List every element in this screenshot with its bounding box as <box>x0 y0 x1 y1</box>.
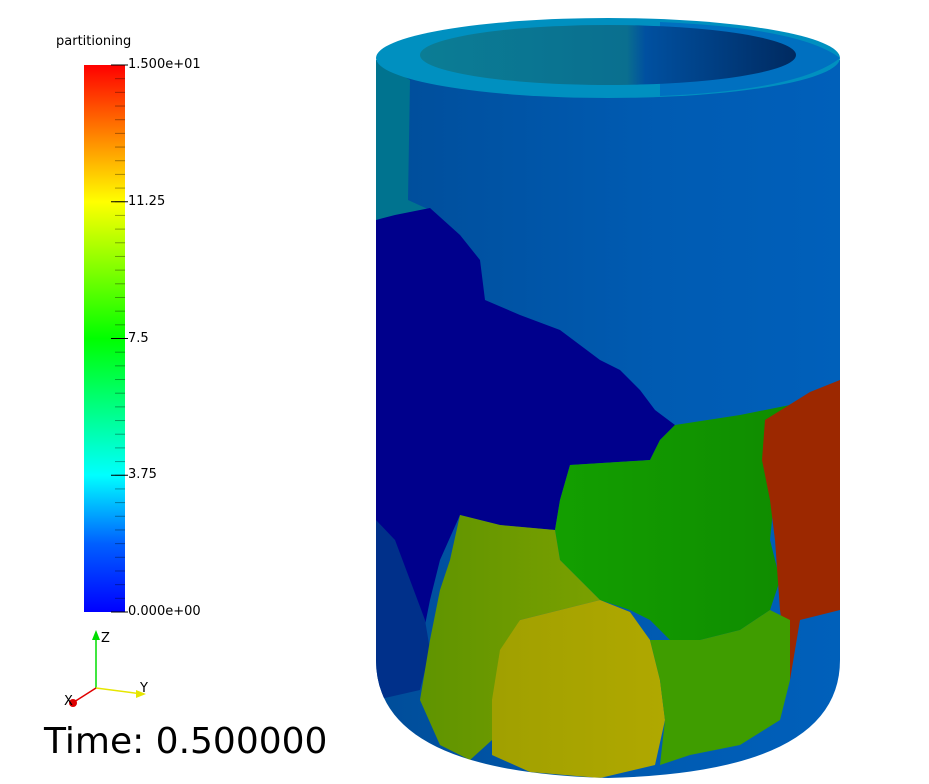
legend-title: partitioning <box>56 34 132 49</box>
legend-tick-label: 3.75 <box>128 467 157 483</box>
legend-tick-label: 7.5 <box>128 330 149 346</box>
x-arrow-icon <box>69 699 77 707</box>
cylinder-inner-wall <box>420 25 796 85</box>
z-axis-label: Z <box>101 631 110 646</box>
legend-tick-label: 1.500e+01 <box>128 57 201 72</box>
x-axis-line <box>73 687 97 703</box>
time-annotation: Time: 0.500000 <box>44 721 328 762</box>
y-arrow-icon <box>136 690 146 698</box>
partitioned-cylinder[interactable] <box>370 18 850 784</box>
orientation-axes: Z Y X <box>64 630 148 709</box>
y-axis-line <box>95 687 143 695</box>
major-ticks <box>111 64 128 613</box>
z-arrow-icon <box>92 630 100 640</box>
x-axis-label: X <box>64 694 73 709</box>
legend-tick-label: 0.000e+00 <box>128 604 201 619</box>
scalar-bar <box>84 64 128 613</box>
y-axis-label: Y <box>139 681 148 696</box>
legend-tick-label: 11.25 <box>128 193 166 209</box>
